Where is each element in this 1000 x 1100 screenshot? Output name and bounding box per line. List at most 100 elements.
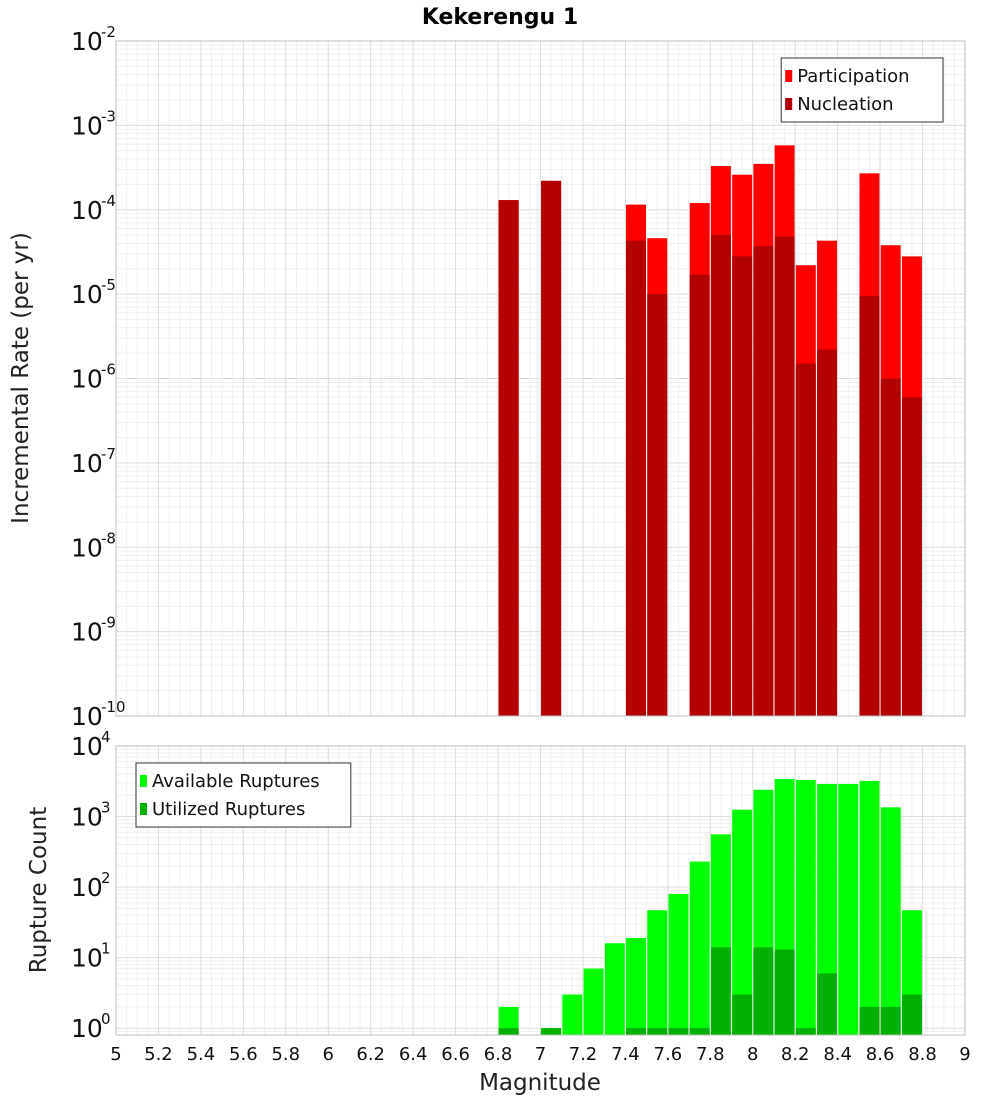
bar-nucleation: [859, 296, 880, 716]
y-tick-exponent: -6: [101, 361, 116, 379]
bar-utilized-ruptures: [626, 1028, 646, 1035]
y-tick-label: 10-6: [71, 361, 116, 394]
rate-y-axis-label: Incremental Rate (per yr): [8, 232, 34, 524]
bar-utilized-ruptures: [880, 1006, 901, 1035]
y-tick-base: 10: [71, 873, 103, 902]
bar-nucleation: [880, 378, 901, 716]
bar-utilized-ruptures: [817, 973, 838, 1035]
x-tick-label: 9: [959, 1044, 970, 1065]
bar-nucleation: [753, 246, 774, 716]
y-tick-label: 101: [71, 940, 111, 973]
y-tick-label: 10-4: [71, 192, 116, 225]
y-tick-label: 103: [71, 799, 111, 832]
x-tick-label: 6.2: [356, 1044, 385, 1065]
bar-utilized-ruptures: [668, 1028, 689, 1035]
bar-utilized-ruptures: [732, 994, 753, 1035]
y-tick-base: 10: [71, 27, 103, 56]
rate-grid: [115, 40, 966, 717]
bar-available-ruptures: [562, 994, 583, 1035]
y-tick-exponent: 2: [101, 869, 111, 887]
y-tick-base: 10: [71, 732, 103, 761]
y-tick-base: 10: [71, 111, 103, 140]
bar-nucleation: [647, 294, 668, 716]
y-tick-base: 10: [71, 618, 103, 647]
bar-available-ruptures: [668, 893, 689, 1035]
y-tick-exponent: -3: [101, 107, 116, 125]
x-axis-label: Magnitude: [479, 1070, 601, 1096]
bar-available-ruptures: [583, 968, 604, 1035]
y-tick-label: 10-10: [71, 698, 126, 731]
x-tick-label: 6.8: [484, 1044, 513, 1065]
bar-available-ruptures: [795, 779, 816, 1035]
bar-available-ruptures: [859, 780, 880, 1035]
bar-nucleation: [817, 349, 838, 716]
bar-utilized-ruptures: [795, 1028, 816, 1035]
x-tick-label: 7.6: [654, 1044, 683, 1065]
y-tick-base: 10: [71, 533, 103, 562]
count-legend: Available Ruptures Utilized Ruptures: [135, 762, 352, 828]
y-tick-base: 10: [71, 803, 103, 832]
rate-legend: Participation Nucleation: [780, 57, 944, 123]
y-tick-label: 10-7: [71, 445, 116, 478]
y-tick-label: 10-9: [71, 614, 116, 647]
bar-nucleation: [541, 180, 562, 716]
x-tick-label: 7.8: [696, 1044, 725, 1065]
y-tick-label: 10-5: [71, 276, 116, 309]
legend-box: [780, 57, 944, 123]
x-tick-label: 6.6: [441, 1044, 470, 1065]
y-tick-exponent: -4: [101, 192, 116, 210]
bar-utilized-ruptures: [647, 1028, 668, 1035]
bar-utilized-ruptures: [541, 1028, 562, 1035]
y-tick-exponent: 3: [101, 799, 111, 817]
x-tick-label: 5.4: [187, 1044, 216, 1065]
x-tick-label: 8.6: [866, 1044, 895, 1065]
y-tick-base: 10: [71, 944, 103, 973]
bar-nucleation: [626, 240, 646, 717]
legend-box: [135, 762, 352, 828]
x-tick-label: 7: [535, 1044, 546, 1065]
count-bars: [498, 779, 922, 1035]
bar-utilized-ruptures: [859, 1006, 880, 1035]
x-tick-label: 6: [323, 1044, 334, 1065]
bar-nucleation: [795, 363, 816, 716]
bar-available-ruptures: [626, 937, 646, 1035]
y-tick-exponent: -10: [101, 698, 126, 716]
bar-available-ruptures: [817, 783, 838, 1035]
y-tick-exponent: -5: [101, 276, 116, 294]
y-tick-exponent: 1: [101, 940, 111, 958]
y-tick-base: 10: [71, 365, 103, 394]
bar-nucleation: [498, 200, 519, 716]
legend-swatch: [140, 775, 147, 787]
y-tick-label: 10-3: [71, 107, 116, 140]
legend-entry: Participation: [797, 66, 909, 87]
x-tick-label: 5.2: [144, 1044, 173, 1065]
y-tick-exponent: 4: [101, 728, 111, 746]
bar-available-ruptures: [732, 809, 753, 1035]
y-tick-base: 10: [71, 702, 103, 731]
y-tick-exponent: -7: [101, 445, 116, 463]
x-tick-label: 5.8: [271, 1044, 300, 1065]
x-axis-ticks: 5 5.2 5.4 5.6 5.8 6 6.2 6.4 6.6 6.8 7 7.2 7.4 7.6 7.8 8…: [110, 1044, 970, 1065]
legend-entry: Utilized Ruptures: [152, 799, 305, 820]
y-tick-label: 102: [71, 869, 111, 902]
x-tick-label: 7.2: [569, 1044, 598, 1065]
legend-swatch: [785, 98, 793, 110]
y-tick-exponent: -9: [101, 614, 116, 632]
x-tick-label: 5: [110, 1044, 121, 1065]
y-tick-label: 10-8: [71, 529, 116, 562]
x-tick-label: 6.4: [399, 1044, 428, 1065]
y-tick-base: 10: [71, 449, 103, 478]
bar-utilized-ruptures: [689, 1028, 710, 1035]
y-tick-exponent: 0: [101, 1010, 111, 1028]
legend-entry: Nucleation: [797, 94, 893, 115]
y-tick-base: 10: [71, 196, 103, 225]
bar-available-ruptures: [838, 783, 859, 1035]
x-tick-label: 8.4: [823, 1044, 852, 1065]
rate-bars: [498, 145, 922, 717]
bar-available-ruptures: [604, 943, 625, 1035]
